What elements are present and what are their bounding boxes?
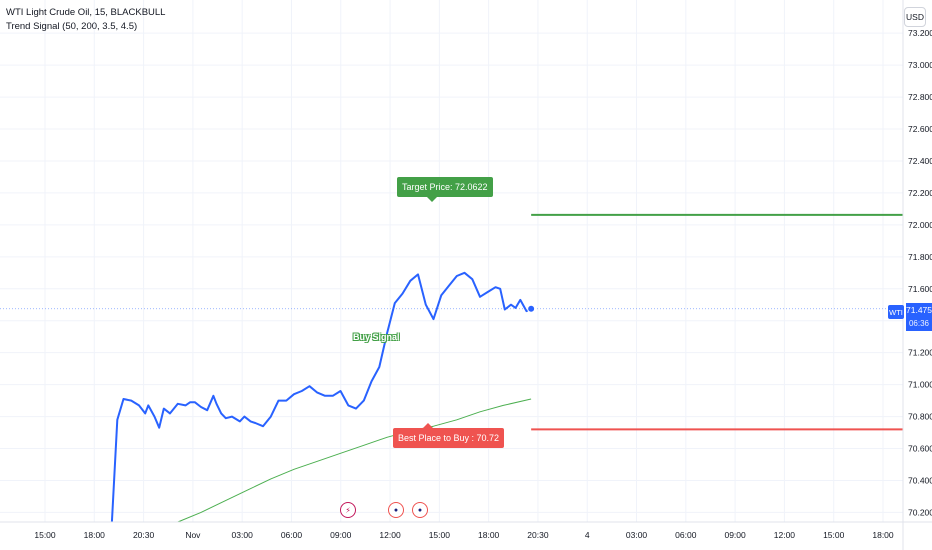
series	[110, 271, 536, 523]
x-tick-label: 18:00	[84, 530, 106, 540]
y-tick-label: 72.800	[908, 92, 932, 102]
us-flag-icon[interactable]: ●	[388, 502, 404, 518]
current-price: 71.475	[906, 305, 932, 315]
price-series-line	[110, 271, 532, 523]
current-price-tag: 71.475 06:36	[906, 303, 932, 331]
ticker-tag: WTI	[888, 305, 904, 319]
x-tick-label: 12:00	[774, 530, 796, 540]
x-tick-label: 15:00	[429, 530, 451, 540]
last-price-point	[527, 304, 536, 313]
y-tick-label: 70.400	[908, 475, 932, 485]
x-tick-label: 18:00	[478, 530, 500, 540]
x-tick-label: 4	[585, 530, 590, 540]
y-tick-label: 70.800	[908, 412, 932, 422]
x-tick-label: 06:00	[281, 530, 303, 540]
indicator-title[interactable]: Trend Signal (50, 200, 3.5, 4.5)	[6, 21, 138, 32]
x-tick-label: 20:30	[133, 530, 155, 540]
y-tick-label: 72.600	[908, 124, 932, 134]
x-tick-label: 09:00	[330, 530, 352, 540]
x-tick-label: 20:30	[527, 530, 549, 540]
y-tick-label: 73.000	[908, 60, 932, 70]
y-tick-label: 71.600	[908, 284, 932, 294]
x-tick-label: 15:00	[823, 530, 845, 540]
x-tick-label: 15:00	[34, 530, 56, 540]
y-tick-label: 71.200	[908, 348, 932, 358]
trend-signal-line	[177, 398, 532, 523]
x-tick-label: 09:00	[724, 530, 746, 540]
symbol-title[interactable]: WTI Light Crude Oil, 15, BLACKBULL	[6, 7, 166, 18]
y-tick-label: 71.800	[908, 252, 932, 262]
y-tick-label: 72.200	[908, 188, 932, 198]
reference-lines	[0, 213, 903, 431]
target-price-label: Target Price: 72.0622	[397, 177, 493, 202]
x-tick-label: 12:00	[379, 530, 401, 540]
x-tick-label: Nov	[185, 530, 201, 540]
y-tick-label: 72.400	[908, 156, 932, 166]
y-tick-label: 71.000	[908, 380, 932, 390]
x-tick-label: 18:00	[872, 530, 894, 540]
y-tick-label: 72.000	[908, 220, 932, 230]
x-tick-label: 03:00	[232, 530, 254, 540]
x-tick-label: 03:00	[626, 530, 648, 540]
y-tick-label: 73.200	[908, 28, 932, 38]
x-tick-label: 06:00	[675, 530, 697, 540]
best-buy-label: Best Place to Buy : 70.72	[393, 423, 505, 448]
lightning-icon[interactable]: ⚡	[340, 502, 356, 518]
bar-countdown: 06:36	[908, 319, 930, 328]
buy-signal-label: Buy Signal	[353, 332, 400, 342]
y-tick-label: 70.200	[908, 507, 932, 517]
grid	[0, 0, 903, 522]
us-flag-icon[interactable]: ●	[412, 502, 428, 518]
currency-button[interactable]: USD	[904, 7, 926, 27]
y-tick-label: 70.600	[908, 444, 932, 454]
chart-legend: WTI Light Crude Oil, 15, BLACKBULL Trend…	[6, 6, 165, 34]
